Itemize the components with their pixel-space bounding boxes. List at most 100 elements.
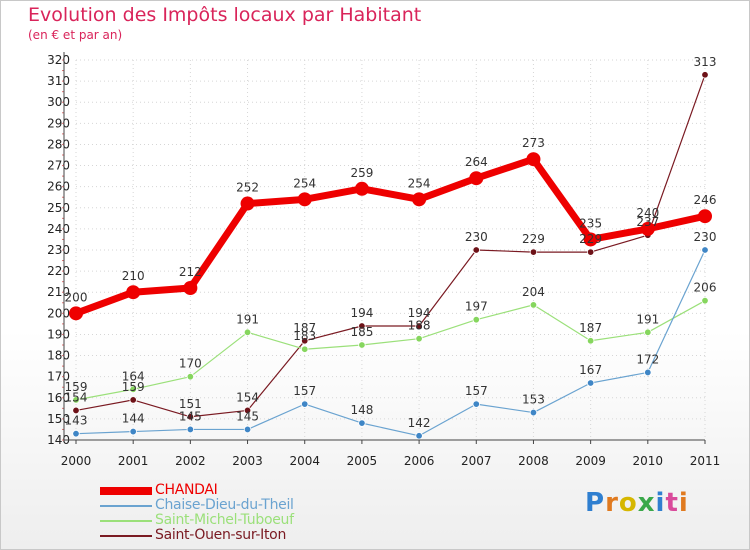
series-line-saint-michel-tuboeuf bbox=[75, 300, 706, 401]
data-point-chaise-dieu-du-theil bbox=[243, 425, 252, 434]
data-label-saint-ouen-sur-iton: 154 bbox=[65, 390, 88, 404]
x-tick-label: 2004 bbox=[289, 454, 320, 468]
y-tick-label: 200 bbox=[47, 306, 70, 320]
data-point-saint-ouen-sur-iton bbox=[72, 406, 80, 415]
x-tick-label: 2010 bbox=[633, 454, 664, 468]
data-label-chandai: 254 bbox=[293, 176, 316, 190]
data-label-chandai: 210 bbox=[122, 269, 145, 283]
series-line-chaise-dieu-du-theil bbox=[75, 249, 706, 437]
x-tick-label: 2011 bbox=[690, 454, 721, 468]
data-label-chandai: 246 bbox=[694, 193, 717, 207]
y-tick-label: 190 bbox=[47, 327, 70, 341]
data-label-saint-michel-tuboeuf: 170 bbox=[179, 357, 202, 371]
data-label-chaise-dieu-du-theil: 144 bbox=[122, 412, 145, 426]
data-label-chandai: 254 bbox=[408, 176, 431, 190]
data-point-saint-michel-tuboeuf bbox=[586, 337, 595, 345]
data-label-saint-michel-tuboeuf: 204 bbox=[522, 285, 545, 299]
legend-label: Saint-Ouen-sur-Iton bbox=[155, 527, 287, 543]
y-tick-label: 240 bbox=[47, 222, 70, 236]
x-tick-label: 2009 bbox=[575, 454, 606, 468]
x-tick-label: 2003 bbox=[232, 454, 263, 468]
data-point-saint-michel-tuboeuf bbox=[358, 341, 366, 349]
axes: 1401501601701801902002102202302402502602… bbox=[47, 52, 720, 468]
data-label-saint-michel-tuboeuf: 164 bbox=[122, 369, 145, 383]
data-point-saint-michel-tuboeuf bbox=[301, 345, 309, 353]
series-line-chandai bbox=[74, 155, 706, 317]
data-label-saint-ouen-sur-iton: 194 bbox=[350, 306, 373, 320]
data-point-saint-michel-tuboeuf bbox=[701, 296, 709, 305]
data-label-saint-michel-tuboeuf: 183 bbox=[293, 329, 316, 343]
data-label-chandai: 264 bbox=[465, 155, 488, 169]
data-point-saint-michel-tuboeuf bbox=[186, 372, 195, 381]
data-point-chaise-dieu-du-theil bbox=[586, 379, 595, 387]
data-point-chaise-dieu-du-theil bbox=[701, 246, 709, 254]
data-point-chandai bbox=[698, 209, 712, 224]
data-point-chandai bbox=[240, 196, 255, 211]
data-point-chandai bbox=[583, 232, 598, 247]
series-lines bbox=[69, 71, 712, 440]
data-label-chaise-dieu-du-theil: 148 bbox=[350, 403, 373, 417]
data-point-saint-ouen-sur-iton bbox=[529, 248, 538, 256]
data-point-saint-ouen-sur-iton bbox=[472, 246, 480, 254]
data-label-chaise-dieu-du-theil: 157 bbox=[293, 384, 316, 398]
y-tick-label: 280 bbox=[47, 137, 70, 151]
legend-swatch bbox=[100, 535, 152, 537]
data-point-saint-ouen-sur-iton bbox=[243, 406, 252, 415]
x-tick-label: 2006 bbox=[404, 454, 435, 468]
proxiti-logo: Proxiti bbox=[585, 488, 689, 518]
data-label-chandai: 212 bbox=[179, 265, 202, 279]
y-tick-label: 310 bbox=[47, 74, 70, 88]
data-label-chaise-dieu-du-theil: 143 bbox=[65, 414, 88, 428]
y-tick-label: 230 bbox=[47, 243, 70, 257]
data-label-chandai: 200 bbox=[65, 290, 88, 304]
y-tick-label: 290 bbox=[47, 116, 70, 130]
y-tick-label: 260 bbox=[47, 180, 70, 194]
data-label-chaise-dieu-du-theil: 142 bbox=[408, 416, 431, 430]
data-label-chandai: 259 bbox=[350, 166, 373, 180]
data-point-saint-michel-tuboeuf bbox=[129, 385, 137, 394]
data-point-chaise-dieu-du-theil bbox=[644, 368, 652, 377]
data-label-saint-ouen-sur-iton: 159 bbox=[122, 380, 145, 394]
data-point-saint-ouen-sur-iton bbox=[129, 396, 137, 404]
data-label-chaise-dieu-du-theil: 230 bbox=[694, 230, 717, 244]
data-label-chandai: 252 bbox=[236, 181, 259, 195]
data-label-chaise-dieu-du-theil: 153 bbox=[522, 393, 545, 407]
data-point-chaise-dieu-du-theil bbox=[472, 400, 480, 408]
data-point-chaise-dieu-du-theil bbox=[415, 432, 423, 440]
data-label-chaise-dieu-du-theil: 172 bbox=[636, 352, 659, 366]
x-tick-label: 2007 bbox=[461, 454, 492, 468]
data-label-saint-michel-tuboeuf: 185 bbox=[350, 325, 373, 339]
series-line-saint-ouen-sur-iton bbox=[75, 74, 706, 418]
legend-label: Chaise-Dieu-du-Theil bbox=[155, 497, 294, 513]
data-point-saint-michel-tuboeuf bbox=[644, 328, 652, 337]
data-point-chaise-dieu-du-theil bbox=[186, 425, 195, 434]
data-point-saint-michel-tuboeuf bbox=[72, 396, 80, 404]
legend-label: Saint-Michel-Tuboeuf bbox=[155, 512, 294, 528]
data-label-saint-michel-tuboeuf: 197 bbox=[465, 300, 488, 314]
data-point-saint-ouen-sur-iton bbox=[301, 337, 309, 345]
data-point-saint-michel-tuboeuf bbox=[529, 301, 538, 309]
data-point-chandai bbox=[69, 306, 83, 321]
data-point-saint-ouen-sur-iton bbox=[358, 322, 366, 330]
data-point-chandai bbox=[469, 171, 484, 186]
data-label-saint-ouen-sur-iton: 229 bbox=[522, 232, 545, 246]
x-tick-label: 2000 bbox=[61, 454, 92, 468]
x-tick-label: 2001 bbox=[118, 454, 149, 468]
data-label-chaise-dieu-du-theil: 145 bbox=[236, 409, 259, 423]
grid bbox=[75, 59, 706, 441]
x-tick-label: 2008 bbox=[518, 454, 549, 468]
data-label-saint-michel-tuboeuf: 206 bbox=[694, 281, 717, 295]
data-label-chaise-dieu-du-theil: 145 bbox=[179, 409, 202, 423]
data-point-chaise-dieu-du-theil bbox=[72, 429, 80, 438]
data-label-saint-michel-tuboeuf: 159 bbox=[65, 380, 88, 394]
data-point-saint-ouen-sur-iton bbox=[186, 413, 195, 421]
data-point-chaise-dieu-du-theil bbox=[529, 408, 538, 417]
data-label-saint-ouen-sur-iton: 230 bbox=[465, 230, 488, 244]
y-tick-label: 250 bbox=[47, 201, 70, 215]
legend-label: CHANDAI bbox=[155, 482, 218, 498]
data-point-chandai bbox=[412, 192, 427, 207]
chart-subtitle: (en € et par an) bbox=[28, 28, 123, 42]
